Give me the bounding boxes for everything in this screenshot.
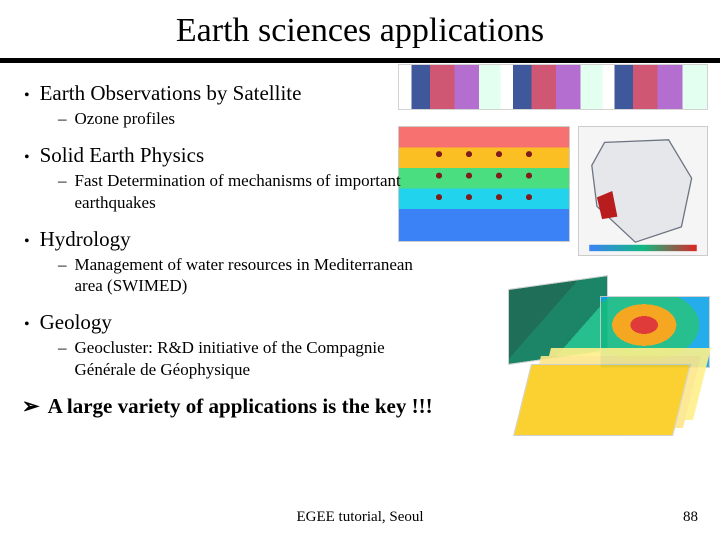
- bullet-dot-icon: •: [24, 87, 30, 105]
- bullet-dot-icon: •: [24, 149, 30, 167]
- bullet-dot-icon: •: [24, 316, 30, 334]
- bullet-main-3: • Hydrology: [20, 227, 700, 252]
- footer-text: EGEE tutorial, Seoul: [0, 509, 720, 526]
- page-number: 88: [683, 509, 698, 526]
- bullet-dot-icon: •: [24, 233, 30, 251]
- bullet-sub-text: Geocluster: R&D initiative of the Compag…: [75, 337, 429, 380]
- bullet-sub-text: Ozone profiles: [75, 108, 176, 129]
- bullet-main-text: Geology: [40, 310, 112, 335]
- bullet-dash-icon: –: [58, 254, 67, 275]
- arrow-icon: ➢: [22, 394, 40, 419]
- bullet-sub-text: Fast Determination of mechanisms of impo…: [75, 170, 429, 213]
- bullet-sub-2: – Fast Determination of mechanisms of im…: [58, 170, 428, 213]
- bullet-dash-icon: –: [58, 337, 67, 358]
- bullet-main-2: • Solid Earth Physics: [20, 143, 700, 168]
- conclusion-line: ➢ A large variety of applications is the…: [20, 394, 700, 419]
- bullet-main-text: Hydrology: [40, 227, 131, 252]
- conclusion-text: A large variety of applications is the k…: [48, 394, 433, 419]
- bullet-main-text: Earth Observations by Satellite: [40, 81, 302, 106]
- bullet-main-text: Solid Earth Physics: [40, 143, 205, 168]
- bullet-main-4: • Geology: [20, 310, 700, 335]
- bullet-sub-text: Management of water resources in Mediter…: [75, 254, 429, 297]
- slide-title: Earth sciences applications: [0, 0, 720, 58]
- bullet-sub-1: – Ozone profiles: [58, 108, 428, 129]
- content-area: • Earth Observations by Satellite – Ozon…: [0, 63, 720, 419]
- bullet-main-1: • Earth Observations by Satellite: [20, 81, 700, 106]
- bullet-sub-4: – Geocluster: R&D initiative of the Comp…: [58, 337, 428, 380]
- bullet-dash-icon: –: [58, 108, 67, 129]
- bullet-dash-icon: –: [58, 170, 67, 191]
- bullet-sub-3: – Management of water resources in Medit…: [58, 254, 428, 297]
